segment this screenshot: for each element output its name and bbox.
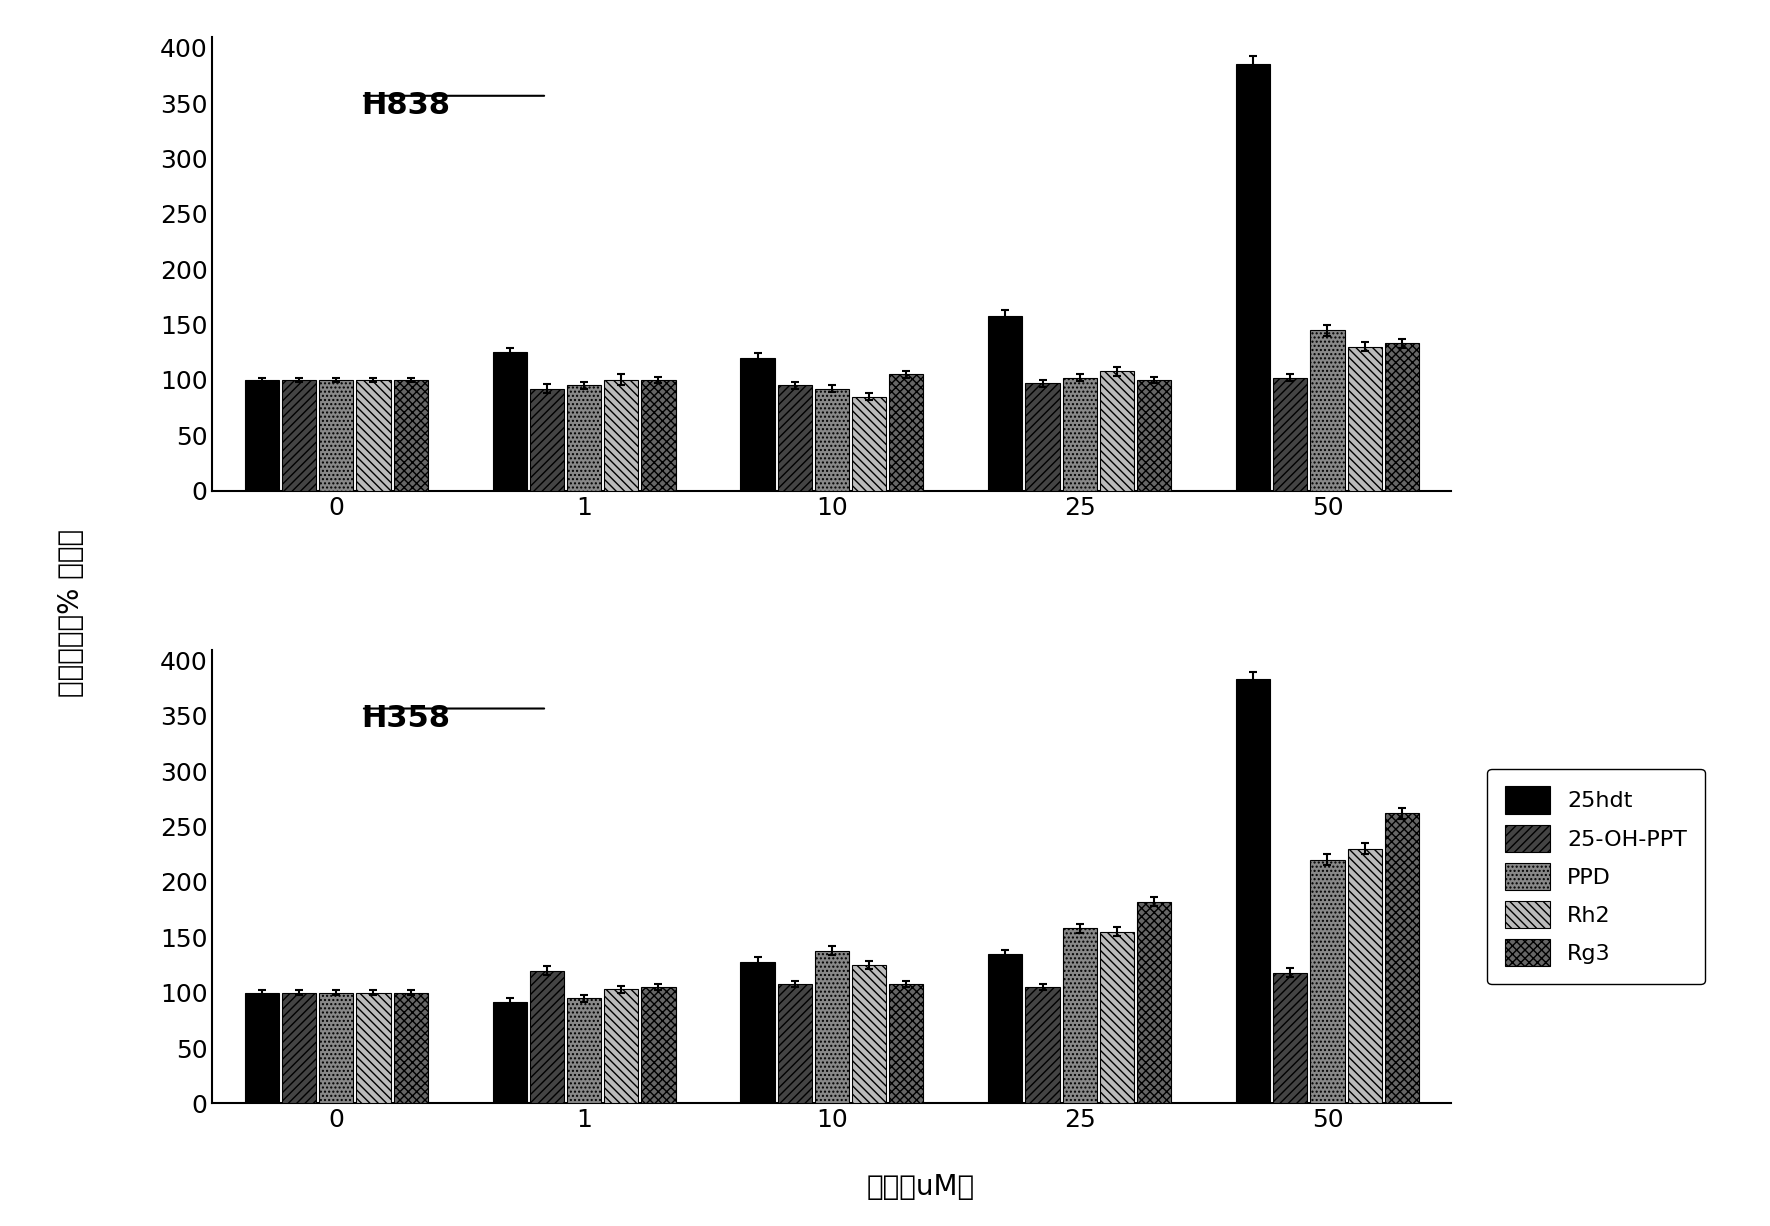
Bar — [1384, 343, 1420, 490]
Bar — [393, 993, 428, 1103]
Bar — [1310, 330, 1345, 490]
Bar — [319, 380, 354, 490]
Bar — [244, 380, 280, 490]
Bar — [1347, 347, 1382, 490]
Bar — [281, 380, 317, 490]
Bar — [566, 385, 602, 490]
Bar — [281, 993, 317, 1103]
Bar — [889, 374, 924, 490]
Bar — [492, 352, 527, 490]
Bar — [1099, 371, 1135, 490]
Bar — [1235, 679, 1271, 1103]
Bar — [814, 389, 850, 490]
Bar — [1273, 972, 1308, 1103]
Bar — [988, 954, 1023, 1103]
Bar — [393, 380, 428, 490]
Text: H358: H358 — [361, 704, 450, 733]
Text: 凋亡指数（% 对照）: 凋亡指数（% 对照） — [57, 528, 85, 698]
Bar — [641, 987, 676, 1103]
Bar — [777, 385, 812, 490]
Bar — [641, 380, 676, 490]
Bar — [889, 983, 924, 1103]
Bar — [244, 993, 280, 1103]
Bar — [529, 971, 565, 1103]
Bar — [566, 998, 602, 1103]
Bar — [604, 989, 639, 1103]
Bar — [492, 1002, 527, 1103]
Text: H838: H838 — [361, 91, 450, 120]
Bar — [1025, 987, 1060, 1103]
Bar — [1310, 859, 1345, 1103]
Bar — [851, 396, 887, 490]
Bar — [1384, 813, 1420, 1103]
Bar — [529, 389, 565, 490]
Bar — [356, 993, 391, 1103]
Bar — [319, 993, 354, 1103]
Bar — [814, 950, 850, 1103]
Legend: 25hdt, 25-OH-PPT, PPD, Rh2, Rg3: 25hdt, 25-OH-PPT, PPD, Rh2, Rg3 — [1487, 769, 1705, 984]
Bar — [1273, 378, 1308, 490]
Bar — [740, 358, 775, 490]
Bar — [988, 316, 1023, 490]
Bar — [356, 380, 391, 490]
Bar — [1235, 65, 1271, 490]
Bar — [740, 961, 775, 1103]
Bar — [1062, 378, 1097, 490]
Bar — [851, 965, 887, 1103]
Bar — [1136, 902, 1172, 1103]
Bar — [604, 380, 639, 490]
Bar — [1062, 928, 1097, 1103]
Bar — [1025, 384, 1060, 490]
Text: 浓度（uM）: 浓度（uM） — [866, 1173, 975, 1201]
Bar — [1347, 848, 1382, 1103]
Bar — [1099, 932, 1135, 1103]
Bar — [1136, 380, 1172, 490]
Bar — [777, 983, 812, 1103]
